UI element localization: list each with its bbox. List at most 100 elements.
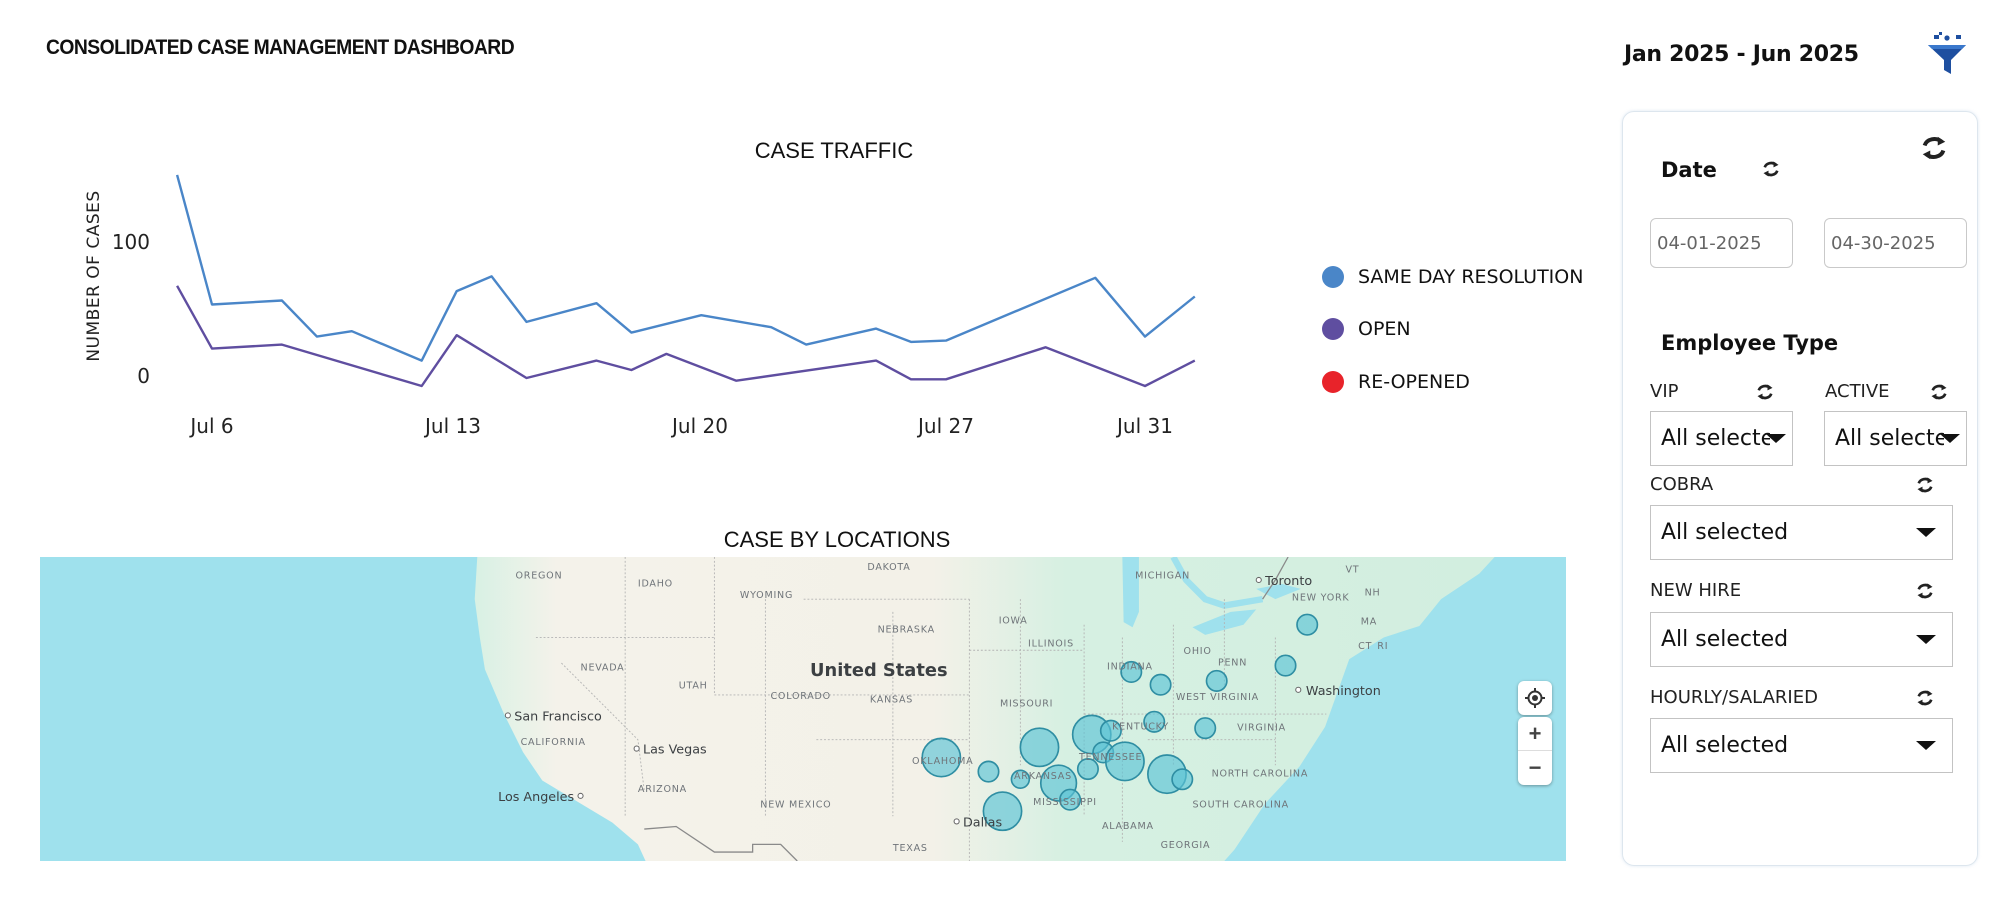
start-date-input[interactable] — [1650, 218, 1793, 268]
map-label: CT — [1358, 641, 1372, 652]
legend-item-same-day-resolution[interactable]: SAME DAY RESOLUTION — [1322, 266, 1583, 288]
hourly-salaried-select[interactable]: All selected — [1650, 718, 1953, 773]
series-line-open[interactable] — [176, 285, 1196, 388]
legend-marker — [1322, 318, 1344, 340]
map-label: ARKANSAS — [1014, 771, 1072, 782]
cobra-refresh-icon[interactable] — [1915, 475, 1935, 495]
new-hire-select[interactable]: All selected — [1650, 612, 1953, 667]
location-bubble[interactable] — [1205, 669, 1228, 692]
location-bubble[interactable] — [1143, 710, 1166, 733]
vip-select[interactable]: All selected — [1650, 411, 1793, 466]
new-hire-label: NEW HIRE — [1650, 580, 1742, 601]
chevron-down-icon — [1916, 635, 1936, 644]
map-label: VT — [1345, 564, 1359, 575]
page-title: CONSOLIDATED CASE MANAGEMENT DASHBOARD — [46, 36, 515, 59]
map-label: ARIZONA — [638, 784, 687, 795]
city-marker: Washington — [1295, 684, 1381, 699]
map-label: RI — [1377, 641, 1388, 652]
map-label: OKLAHOMA — [912, 756, 973, 767]
active-refresh-icon[interactable] — [1929, 382, 1949, 402]
chevron-down-icon — [1916, 741, 1936, 750]
location-bubble[interactable] — [982, 791, 1023, 832]
active-select-value: All selected — [1835, 426, 1944, 451]
city-label: Toronto — [1264, 574, 1312, 589]
map-label: COLORADO — [770, 691, 830, 702]
filter-funnel-icon[interactable] — [1926, 32, 1968, 76]
map-label: IDAHO — [638, 578, 673, 589]
case-location-map[interactable]: OREGON IDAHO WYOMING DAKOTA NEBRASKA IOW… — [40, 557, 1566, 861]
legend-item-re-opened[interactable]: RE-OPENED — [1322, 371, 1470, 393]
city-label: Dallas — [963, 816, 1002, 831]
map-label: UTAH — [679, 681, 708, 692]
zoom-controls: + − — [1518, 717, 1552, 785]
active-label: ACTIVE — [1825, 381, 1890, 402]
x-tick-label: Jul 27 — [916, 414, 974, 438]
map-label: MICHIGAN — [1135, 571, 1190, 582]
location-bubble[interactable] — [921, 737, 962, 778]
location-bubble[interactable] — [1099, 719, 1122, 742]
location-bubble[interactable] — [1274, 654, 1297, 677]
map-label: OHIO — [1184, 646, 1212, 657]
map-label: KANSAS — [870, 695, 913, 706]
my-location-button[interactable] — [1518, 681, 1552, 715]
x-tick-label: Jul 6 — [188, 414, 233, 438]
location-bubble[interactable] — [1120, 660, 1143, 684]
map-label: OREGON — [516, 571, 563, 582]
map-label: INDIANA — [1107, 661, 1153, 672]
city-label: Los Angeles — [498, 790, 574, 805]
location-bubble[interactable] — [1194, 717, 1217, 740]
map-label: TEXAS — [892, 843, 928, 854]
x-tick-label: Jul 20 — [670, 414, 728, 438]
map-label: WYOMING — [740, 590, 793, 601]
reset-all-refresh-icon[interactable] — [1919, 133, 1949, 163]
location-bubble[interactable] — [1296, 613, 1319, 636]
zoom-out-button[interactable]: − — [1528, 755, 1542, 780]
map-title: CASE BY LOCATIONS — [723, 527, 951, 552]
cobra-label: COBRA — [1650, 474, 1714, 495]
map-label: NEVADA — [581, 663, 625, 674]
map-label: NEW MEXICO — [760, 799, 831, 810]
map-label: DAKOTA — [867, 562, 910, 573]
map-label: GEORGIA — [1161, 840, 1211, 851]
end-date-input[interactable] — [1824, 218, 1967, 268]
date-refresh-icon[interactable] — [1761, 159, 1781, 179]
chart-title: CASE TRAFFIC — [754, 138, 914, 163]
location-bubble[interactable] — [1076, 757, 1099, 781]
vip-refresh-icon[interactable] — [1755, 382, 1775, 402]
x-tick-label: Jul 31 — [1115, 414, 1173, 438]
hourly-salaried-label: HOURLY/SALARIED — [1650, 687, 1818, 708]
active-select[interactable]: All selected — [1824, 411, 1967, 466]
zoom-in-button[interactable]: + — [1518, 717, 1552, 751]
hourly-salaried-refresh-icon[interactable] — [1915, 688, 1935, 708]
city-marker: Dallas — [953, 816, 1002, 831]
map-label: CALIFORNIA — [521, 737, 586, 748]
location-bubble[interactable] — [1010, 769, 1031, 790]
city-marker: Toronto — [1255, 574, 1312, 589]
vip-label: VIP — [1650, 381, 1679, 402]
chevron-down-icon — [1940, 434, 1960, 443]
map-label: NEW YORK — [1292, 592, 1350, 603]
x-tick-label: Jul 13 — [423, 414, 481, 438]
cobra-select[interactable]: All selected — [1650, 505, 1953, 560]
map-label: MISSOURI — [1000, 698, 1053, 709]
my-location-icon — [1525, 688, 1545, 708]
series-line-same-day-resolution[interactable] — [175, 174, 1196, 362]
location-bubble[interactable] — [977, 760, 1000, 783]
legend-label: OPEN — [1358, 318, 1411, 340]
location-bubble[interactable] — [1104, 741, 1145, 782]
y-tick-label: 0 — [137, 364, 150, 388]
legend-item-open[interactable]: OPEN — [1322, 318, 1411, 340]
cobra-select-value: All selected — [1661, 520, 1789, 545]
city-label: Las Vegas — [643, 743, 707, 758]
map-label: NORTH CAROLINA — [1212, 769, 1309, 780]
new-hire-select-value: All selected — [1661, 627, 1789, 652]
new-hire-refresh-icon[interactable] — [1915, 581, 1935, 601]
location-bubble[interactable] — [1059, 788, 1082, 811]
location-bubble[interactable] — [1149, 673, 1172, 696]
city-marker: San Francisco — [504, 709, 602, 724]
map-label: WEST VIRGINIA — [1176, 692, 1259, 703]
map-country-label: United States — [810, 660, 948, 681]
location-bubble[interactable] — [1019, 727, 1060, 768]
map-label: IOWA — [999, 615, 1028, 626]
location-bubble[interactable] — [1171, 768, 1194, 791]
